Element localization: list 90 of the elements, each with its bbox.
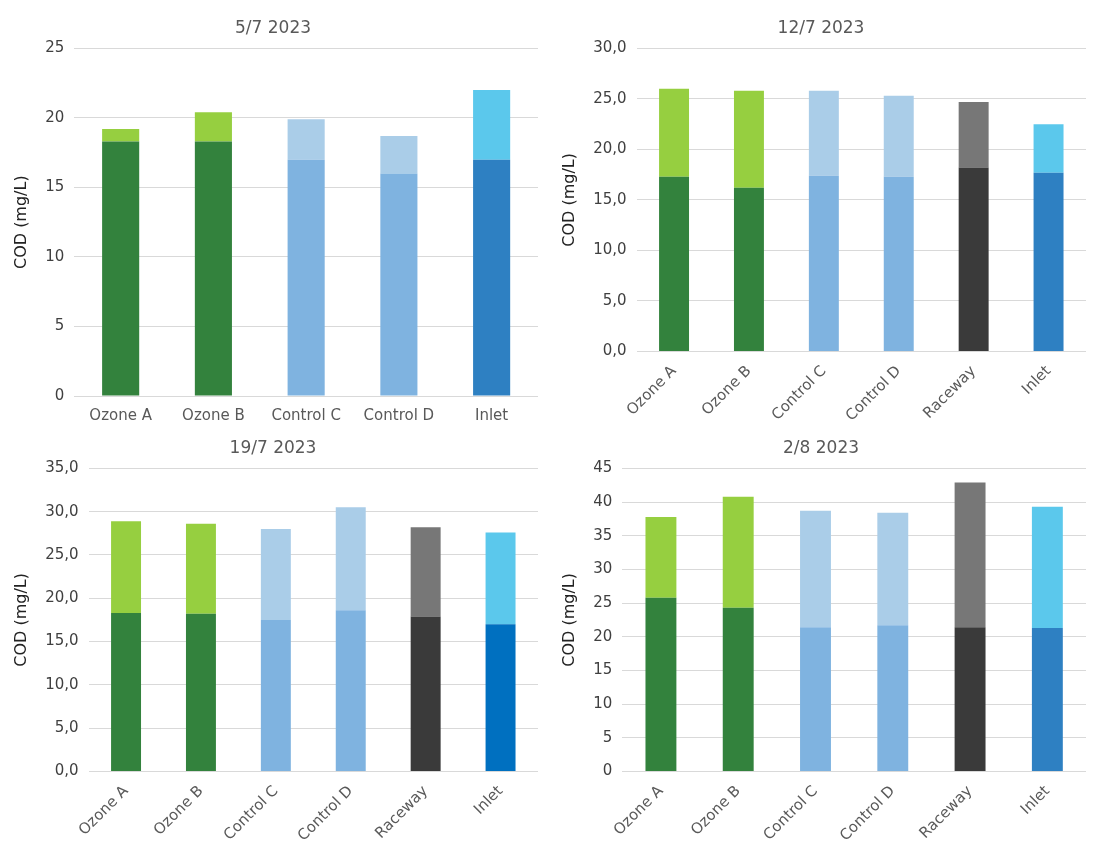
bar — [958, 167, 989, 351]
chart-title: 2/8 2023 — [782, 436, 860, 457]
bar — [473, 90, 511, 160]
bar — [185, 523, 216, 614]
y-tick-label: 35,0 — [45, 458, 79, 477]
y-tick-label: 25 — [45, 38, 65, 57]
y-axis-title: COD (mg/L) — [558, 573, 578, 667]
y-tick-label: 20,0 — [593, 139, 627, 158]
bar — [111, 612, 142, 771]
y-tick-label: 5,0 — [54, 718, 79, 736]
y-tick-label: 15,0 — [45, 631, 79, 650]
bar — [287, 159, 325, 396]
bar — [877, 625, 909, 771]
y-tick-label: 30 — [593, 559, 613, 578]
y-tick-label: 20,0 — [45, 588, 79, 607]
bar — [1031, 506, 1063, 628]
bar — [473, 159, 511, 396]
y-tick-label: 10,0 — [593, 240, 627, 259]
x-tick-label: Control C — [271, 405, 341, 424]
bar — [877, 512, 909, 626]
y-tick-label: 20 — [593, 626, 613, 645]
bar — [380, 136, 418, 174]
bar — [1033, 124, 1064, 173]
y-tick-label: 25,0 — [593, 88, 627, 107]
bar — [410, 616, 441, 771]
x-tick-label: Inlet — [475, 405, 509, 424]
bar — [194, 112, 232, 142]
bar — [954, 482, 986, 628]
bar — [659, 88, 690, 177]
bar — [335, 507, 366, 611]
y-axis-title: COD (mg/L) — [10, 175, 30, 270]
bar — [883, 95, 914, 177]
y-tick-label: 10,0 — [45, 674, 79, 693]
bar — [958, 101, 989, 168]
y-tick-label: 0,0 — [54, 761, 79, 780]
bar — [410, 527, 441, 617]
y-tick-label: 10 — [593, 693, 613, 712]
bar — [808, 90, 839, 176]
y-tick-label: 15 — [593, 660, 613, 679]
bar — [722, 607, 754, 771]
x-tick-label: Ozone B — [182, 405, 245, 424]
bar — [800, 510, 831, 628]
bar — [733, 90, 764, 188]
chart-title: 12/7 2023 — [777, 16, 865, 37]
y-tick-label: 25 — [593, 592, 613, 611]
bar — [260, 529, 291, 620]
y-tick-label: 5 — [54, 316, 65, 335]
bar — [485, 624, 516, 771]
y-tick-label: 20 — [45, 107, 65, 126]
y-axis-title: COD (mg/L) — [10, 573, 30, 667]
y-tick-label: 45 — [593, 458, 613, 477]
y-axis-title: COD (mg/L) — [558, 153, 578, 247]
y-tick-label: 35 — [593, 525, 613, 544]
bar — [954, 627, 986, 771]
bar — [260, 619, 291, 771]
y-tick-label: 15 — [45, 177, 65, 196]
bar — [194, 141, 232, 396]
chart-title: 5/7 2023 — [234, 16, 312, 37]
bar — [185, 613, 216, 771]
y-tick-label: 30,0 — [45, 501, 79, 520]
y-tick-label: 10 — [45, 246, 65, 265]
bar — [808, 175, 839, 351]
y-tick-label: 25,0 — [45, 544, 79, 563]
bar — [883, 176, 914, 351]
bar — [287, 119, 325, 160]
bar — [380, 173, 418, 396]
bar — [1033, 172, 1064, 351]
bar — [102, 141, 140, 396]
y-tick-label: 5,0 — [602, 290, 627, 309]
y-tick-label: 15,0 — [593, 189, 627, 208]
bar — [111, 521, 142, 613]
bar — [800, 627, 831, 771]
y-tick-label: 0 — [602, 761, 613, 780]
y-tick-label: 40 — [593, 491, 613, 510]
bar — [1031, 627, 1063, 771]
x-tick-label: Control D — [363, 405, 435, 424]
bar — [102, 129, 140, 142]
y-tick-label: 5 — [602, 727, 613, 746]
x-tick-label: Ozone A — [89, 405, 153, 424]
bar — [733, 187, 764, 351]
bar — [335, 610, 366, 771]
bar — [485, 532, 516, 625]
bar — [645, 516, 677, 598]
bar — [722, 496, 754, 608]
y-tick-label: 30,0 — [593, 38, 627, 57]
y-tick-label: 0 — [54, 385, 65, 404]
bar — [645, 597, 677, 771]
chart-title: 19/7 2023 — [229, 436, 317, 457]
y-tick-label: 0,0 — [602, 341, 627, 360]
bar — [659, 176, 690, 351]
